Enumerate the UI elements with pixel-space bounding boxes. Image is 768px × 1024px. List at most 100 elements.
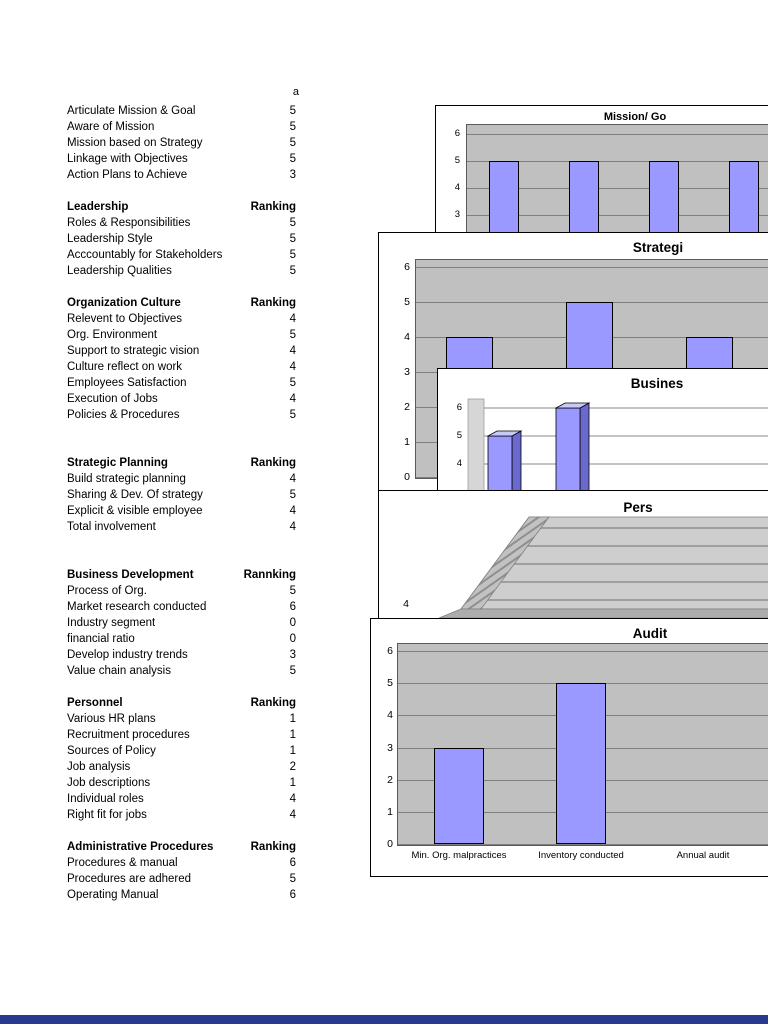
item-value: 0 [289, 633, 296, 645]
list-item: Relevent to Objectives 4 [67, 311, 296, 327]
y-axis-tick: 6 [456, 402, 462, 413]
item-value: 4 [289, 361, 296, 373]
bar [434, 747, 484, 844]
list-item: Job analysis 2 [67, 759, 296, 775]
y-axis-tick: 2 [387, 773, 393, 786]
item-label: Policies & Procedures [67, 409, 180, 421]
list-item: Leadership Qualities 5 [67, 263, 296, 279]
surface-floor [438, 608, 768, 619]
list-item: Mission based on Strategy 5 [67, 135, 296, 151]
item-value: 4 [289, 809, 296, 821]
item-value: 5 [289, 489, 296, 501]
item-label: Individual roles [67, 793, 144, 805]
list-item: Total involvement 4 [67, 519, 296, 535]
y-axis-tick: 5 [456, 430, 462, 441]
list-item: Sharing & Dev. Of strategy 5 [67, 487, 296, 503]
item-value: 5 [289, 121, 296, 133]
list-item: Execution of Jobs 4 [67, 391, 296, 407]
section-header: Administrative Procedures Ranking [67, 839, 296, 855]
item-value: 5 [289, 665, 296, 677]
item-value: 5 [289, 153, 296, 165]
item-label: Job analysis [67, 761, 131, 773]
item-label: Linkage with Objectives [67, 153, 188, 165]
item-value: 5 [289, 233, 296, 245]
list-item: financial ratio 0 [67, 631, 296, 647]
list-item: Develop industry trends 3 [67, 647, 296, 663]
list-item: Policies & Procedures 5 [67, 407, 296, 423]
list-item: Procedures & manual 6 [67, 855, 296, 871]
item-value: 1 [289, 713, 296, 725]
ranking-column-header: Ranking [250, 201, 296, 213]
list-item: Roles & Responsibilities 5 [67, 215, 296, 231]
item-label: Employees Satisfaction [67, 377, 187, 389]
bar [556, 683, 606, 844]
list-item: Action Plans to Achieve 3 [67, 167, 296, 183]
item-label: Leadership Qualities [67, 265, 172, 277]
item-value: 4 [289, 473, 296, 485]
list-item: Linkage with Objectives 5 [67, 151, 296, 167]
gridline [467, 134, 768, 135]
item-value: 3 [289, 169, 296, 181]
item-value: 6 [289, 857, 296, 869]
section-header: Leadership Ranking [67, 199, 296, 215]
item-label: Roles & Responsibilities [67, 217, 191, 229]
list-item: Various HR plans 1 [67, 711, 296, 727]
item-label: Procedures & manual [67, 857, 178, 869]
item-value: 5 [289, 265, 296, 277]
item-value: 4 [289, 793, 296, 805]
item-label: Build strategic planning [67, 473, 186, 485]
item-value: 2 [289, 761, 296, 773]
section-title: Personnel [67, 697, 123, 709]
gridline [398, 844, 768, 846]
item-label: financial ratio [67, 633, 135, 645]
y-axis-tick: 6 [387, 645, 393, 657]
y-axis-tick: 4 [403, 598, 409, 610]
item-value: 4 [289, 393, 296, 405]
item-value: 5 [289, 585, 296, 597]
item-label: Market research conducted [67, 601, 207, 613]
y-axis-tick: 1 [387, 806, 393, 818]
chart-title: Audit [632, 626, 668, 641]
list-item: Acccountably for Stakeholders 5 [67, 247, 296, 263]
item-value: 1 [289, 745, 296, 757]
chart-audit: Audit 6 5 4 3 2 1 0 Min. Org. malpractices Inven… [370, 618, 768, 877]
ranking-column-header: Ranking [250, 297, 296, 309]
footer-bar [0, 1015, 768, 1024]
item-value: 5 [289, 137, 296, 149]
list-item: Articulate Mission & Goal 5 [67, 103, 296, 119]
item-value: 3 [289, 649, 296, 661]
section-title: Administrative Procedures [67, 841, 214, 853]
list-item: Process of Org. 5 [67, 583, 296, 599]
section-header: Business Development Rannking [67, 567, 296, 583]
ranking-column-header: Ranking [250, 457, 296, 469]
list-section: Personnel Ranking Various HR plans 1 Recruit… [67, 695, 296, 823]
item-label: Mission based on Strategy [67, 137, 203, 149]
list-item: Employees Satisfaction 5 [67, 375, 296, 391]
item-value: 5 [289, 377, 296, 389]
list-item: Support to strategic vision 4 [67, 343, 296, 359]
section-title: Business Development [67, 569, 194, 581]
list-item: Recruitment procedures 1 [67, 727, 296, 743]
item-label: Support to strategic vision [67, 345, 200, 357]
y-axis-tick: 6 [404, 261, 410, 273]
item-value: 5 [289, 873, 296, 885]
y-axis-tick: 4 [454, 182, 460, 193]
gridline [467, 215, 768, 216]
list-item: Operating Manual 6 [67, 887, 296, 903]
item-label: Job descriptions [67, 777, 151, 789]
x-axis-label: Min. Org. malpractices [411, 850, 507, 861]
bar-3d-top [486, 430, 523, 437]
item-label: Procedures are adhered [67, 873, 192, 885]
item-label: Process of Org. [67, 585, 147, 597]
chart-title: Mission/ Go [603, 111, 667, 123]
item-value: 5 [289, 217, 296, 229]
item-label: Recruitment procedures [67, 729, 190, 741]
list-item: Procedures are adhered 5 [67, 871, 296, 887]
list-item: Individual roles 4 [67, 791, 296, 807]
item-value: 0 [289, 617, 296, 629]
item-label: Sharing & Dev. Of strategy [67, 489, 203, 501]
list-section: Leadership Ranking Roles & Responsibilitie… [67, 199, 296, 279]
item-label: Acccountably for Stakeholders [67, 249, 223, 261]
x-axis-label: Annual audit [676, 850, 730, 861]
y-axis-tick: 4 [456, 458, 462, 469]
